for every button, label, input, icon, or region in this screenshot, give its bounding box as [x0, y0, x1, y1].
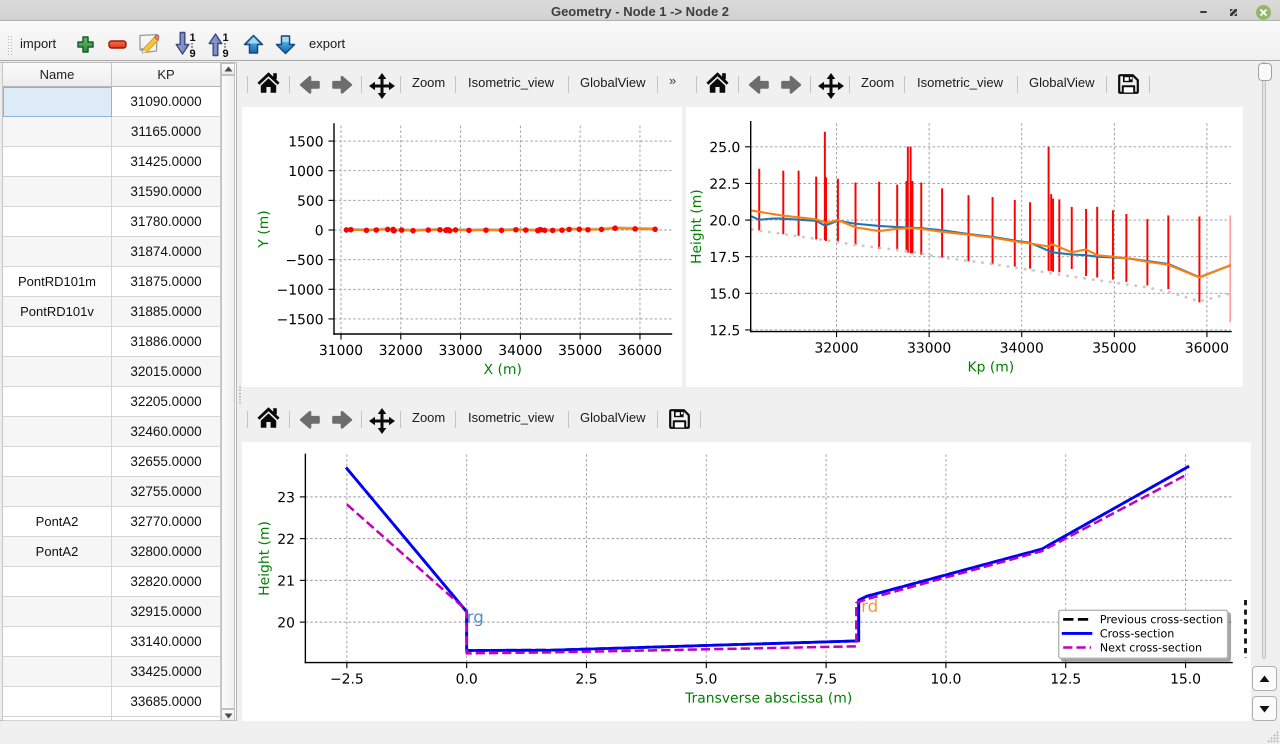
svg-text:9: 9 [223, 48, 229, 57]
svg-text:1: 1 [190, 32, 196, 44]
svg-text:9: 9 [190, 48, 196, 57]
svg-text:1: 1 [223, 32, 229, 44]
